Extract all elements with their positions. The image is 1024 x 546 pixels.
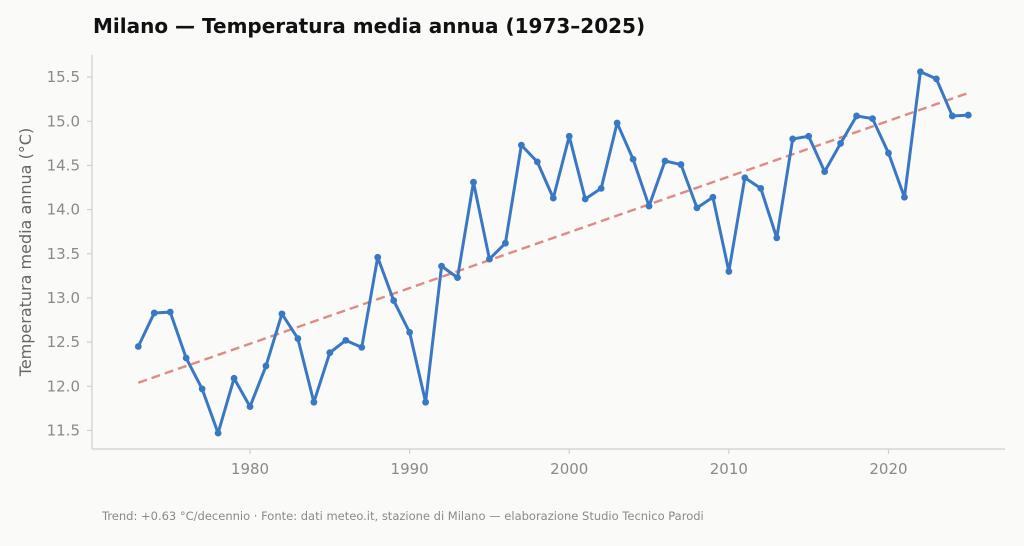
- x-tick-label: 2010: [710, 460, 748, 478]
- data-point: [549, 194, 557, 202]
- data-point: [422, 398, 429, 406]
- chart-title: Milano — Temperatura media annua (1973–2…: [93, 14, 646, 38]
- data-point: [805, 132, 813, 140]
- data-point: [390, 297, 398, 304]
- data-points: [134, 68, 972, 437]
- data-point: [964, 111, 972, 119]
- data-point: [310, 398, 318, 406]
- data-point: [948, 112, 956, 120]
- x-tick-label: 2000: [550, 460, 588, 478]
- data-point: [853, 112, 860, 120]
- data-point: [773, 234, 781, 242]
- data-point: [645, 202, 653, 210]
- data-point: [358, 344, 366, 351]
- data-point: [470, 178, 477, 186]
- data-point: [406, 328, 414, 336]
- x-axis-ticks: 1980 1990 2000 2010 2020: [231, 449, 908, 478]
- data-point: [246, 403, 254, 410]
- data-point: [502, 239, 509, 247]
- data-point: [486, 255, 493, 263]
- data-point: [198, 385, 206, 393]
- data-point: [757, 184, 765, 192]
- data-point: [613, 119, 621, 127]
- data-point: [693, 204, 701, 212]
- data-point: [741, 174, 749, 182]
- y-tick-label: 12.0: [47, 377, 80, 395]
- data-point: [677, 161, 685, 168]
- data-point: [709, 193, 717, 201]
- y-axis-ticks: 11.5 12.0 12.5 13.0 13.5 14.0 14.5 15.0 15.5: [47, 68, 92, 439]
- x-tick-label: 1980: [231, 460, 269, 478]
- y-tick-label: 14.0: [47, 201, 80, 219]
- data-point: [230, 374, 238, 382]
- data-point: [869, 115, 876, 123]
- data-point: [214, 429, 222, 437]
- data-point: [837, 139, 844, 147]
- data-point: [725, 268, 733, 275]
- data-point: [597, 184, 605, 192]
- y-tick-label: 12.5: [47, 333, 80, 351]
- data-point: [454, 274, 461, 282]
- series-line: [136, 70, 969, 435]
- data-point: [821, 168, 829, 176]
- data-point: [517, 141, 525, 149]
- data-point: [581, 195, 589, 203]
- data-point: [533, 158, 541, 166]
- data-point: [294, 335, 302, 342]
- data-point: [438, 262, 445, 270]
- data-point: [932, 75, 940, 83]
- data-point: [789, 135, 797, 143]
- data-point: [629, 155, 637, 163]
- y-tick-label: 13.0: [47, 289, 80, 307]
- data-point: [885, 149, 892, 157]
- chart-footer: Trend: +0.63 °C/decennio · Fonte: dati m…: [102, 509, 704, 523]
- y-tick-label: 15.5: [47, 68, 80, 86]
- data-point: [182, 354, 190, 362]
- data-point: [661, 157, 669, 165]
- x-tick-label: 1990: [391, 460, 429, 478]
- data-point: [166, 308, 174, 316]
- data-point: [326, 349, 334, 357]
- data-point: [342, 336, 350, 344]
- data-point: [262, 362, 270, 370]
- x-tick-label: 2020: [869, 460, 907, 478]
- y-axis-label: Temperatura media annua (°C): [16, 128, 35, 377]
- y-tick-label: 15.0: [47, 112, 80, 130]
- data-point: [278, 310, 286, 318]
- data-point: [374, 253, 382, 261]
- data-point: [901, 193, 908, 201]
- data-point: [134, 343, 142, 350]
- data-point: [150, 309, 158, 317]
- y-tick-label: 13.5: [47, 245, 80, 263]
- y-tick-label: 14.5: [47, 156, 80, 174]
- data-point: [917, 68, 924, 76]
- y-tick-label: 11.5: [47, 421, 80, 439]
- data-point: [565, 132, 573, 140]
